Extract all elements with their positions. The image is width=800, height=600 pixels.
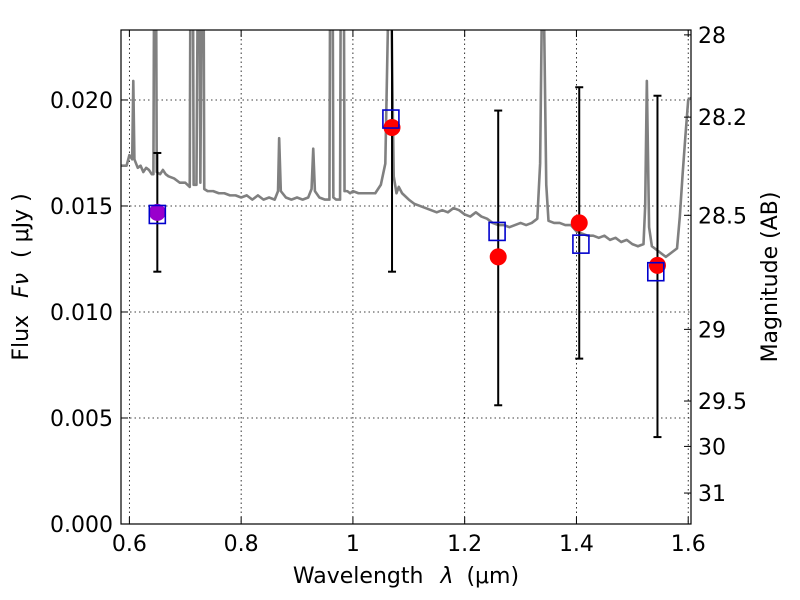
tick-layer: 0.6 0.8 1 1.2 1.4 1.6 0.000 0.005 0.010 0.015 0.02… [50, 24, 747, 557]
y2-tick-label: 28 [698, 24, 726, 49]
x-tick-label: 1.4 [559, 532, 594, 557]
x-axis-title: Wavelength λ (μm) [293, 564, 519, 589]
model-square [148, 204, 167, 225]
observed-point [570, 214, 588, 232]
y-tick-label: 0.020 [50, 89, 113, 114]
y2-tick-label: 31 [698, 482, 726, 507]
y-axis-title: Flux Fν ( μJy ) [9, 193, 34, 360]
x-axis-title-text: Wavelength [293, 564, 424, 589]
model-square [382, 109, 400, 129]
template-spectrum-line [121, 30, 691, 259]
y-axis-title-text: Flux [9, 315, 34, 361]
x-tick-label: 1.2 [447, 532, 482, 557]
y2-tick-label: 28.5 [698, 204, 747, 229]
observed-point [489, 248, 507, 266]
y2-tick-label: 30 [698, 435, 726, 460]
x-tick-label: 0.8 [224, 532, 259, 557]
y2-tick-label: 29 [698, 318, 726, 343]
model-square [572, 234, 590, 254]
model-layer [148, 109, 665, 282]
x-tick-label: 1.6 [671, 532, 706, 557]
observed-point [648, 256, 666, 274]
y-tick-label: 0.005 [50, 407, 113, 432]
model-square [488, 221, 506, 242]
observed-point [148, 203, 166, 221]
y-tick-label: 0.010 [50, 301, 113, 326]
y-axis-title-unit: ( μJy ) [9, 193, 34, 258]
x-tick-label: 1 [346, 532, 360, 557]
x-axis-title-unit: (μm) [466, 564, 519, 589]
y2-axis-title: Magnitude (AB) [758, 192, 783, 363]
grid-layer [121, 30, 691, 525]
y2-tick-label: 29.5 [698, 390, 747, 415]
plot-frame [120, 29, 692, 525]
y-tick-label: 0.000 [50, 513, 113, 538]
model-square [646, 261, 665, 282]
observed-layer [148, 119, 666, 274]
y-axis-title-symbol: Fν [9, 273, 34, 298]
x-tick-label: 0.6 [112, 532, 147, 557]
y-tick-label: 0.015 [50, 195, 113, 220]
y2-tick-label: 28.2 [698, 106, 747, 131]
template-layer [121, 30, 691, 259]
x-axis-title-symbol: λ [439, 564, 453, 589]
